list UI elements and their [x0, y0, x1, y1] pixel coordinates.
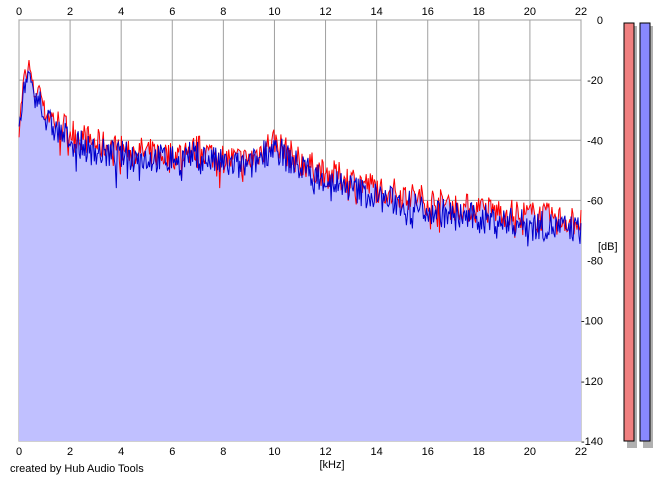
x-tick-label-top: 22 — [575, 6, 587, 18]
x-tick-label-top: 8 — [220, 6, 226, 18]
x-tick-label-top: 20 — [524, 6, 536, 18]
x-tick-label-bottom: 18 — [473, 446, 485, 458]
x-tick-label-bottom: 8 — [220, 446, 226, 458]
x-tick-label-top: 2 — [67, 6, 73, 18]
x-tick-label-top: 0 — [16, 6, 22, 18]
spectrum-fill — [19, 60, 581, 441]
x-axis-label: [kHz] — [319, 459, 344, 471]
y-tick-label: -60 — [587, 195, 603, 207]
y-tick-label: -20 — [587, 75, 603, 87]
level-meter-2 — [639, 22, 651, 442]
x-tick-label-bottom: 14 — [371, 446, 383, 458]
y-tick-label: -80 — [587, 256, 603, 268]
x-tick-label-top: 4 — [118, 6, 124, 18]
x-tick-label-top: 6 — [169, 6, 175, 18]
x-tick-label-bottom: 12 — [319, 446, 331, 458]
y-tick-label: -40 — [587, 135, 603, 147]
x-tick-label-bottom: 20 — [524, 446, 536, 458]
x-tick-label-bottom: 22 — [575, 446, 587, 458]
y-tick-label: 0 — [597, 15, 603, 27]
y-tick-label: -120 — [581, 376, 603, 388]
y-tick-label: -140 — [581, 436, 603, 448]
level-meter-1 — [623, 22, 635, 442]
x-tick-label-top: 18 — [473, 6, 485, 18]
y-tick-label: -100 — [581, 316, 603, 328]
x-tick-label-bottom: 10 — [268, 446, 280, 458]
y-axis-label: [dB] — [598, 241, 618, 253]
x-tick-label-bottom: 4 — [118, 446, 124, 458]
series-line-2 — [18, 70, 582, 247]
x-tick-label-top: 10 — [268, 6, 280, 18]
series-line-1 — [18, 59, 582, 238]
credit-text: created by Hub Audio Tools — [10, 463, 144, 475]
x-tick-label-bottom: 2 — [67, 446, 73, 458]
x-tick-label-top: 16 — [422, 6, 434, 18]
x-tick-label-top: 14 — [371, 6, 383, 18]
x-tick-label-bottom: 0 — [16, 446, 22, 458]
x-tick-label-bottom: 6 — [169, 446, 175, 458]
x-tick-label-top: 12 — [319, 6, 331, 18]
x-tick-label-bottom: 16 — [422, 446, 434, 458]
